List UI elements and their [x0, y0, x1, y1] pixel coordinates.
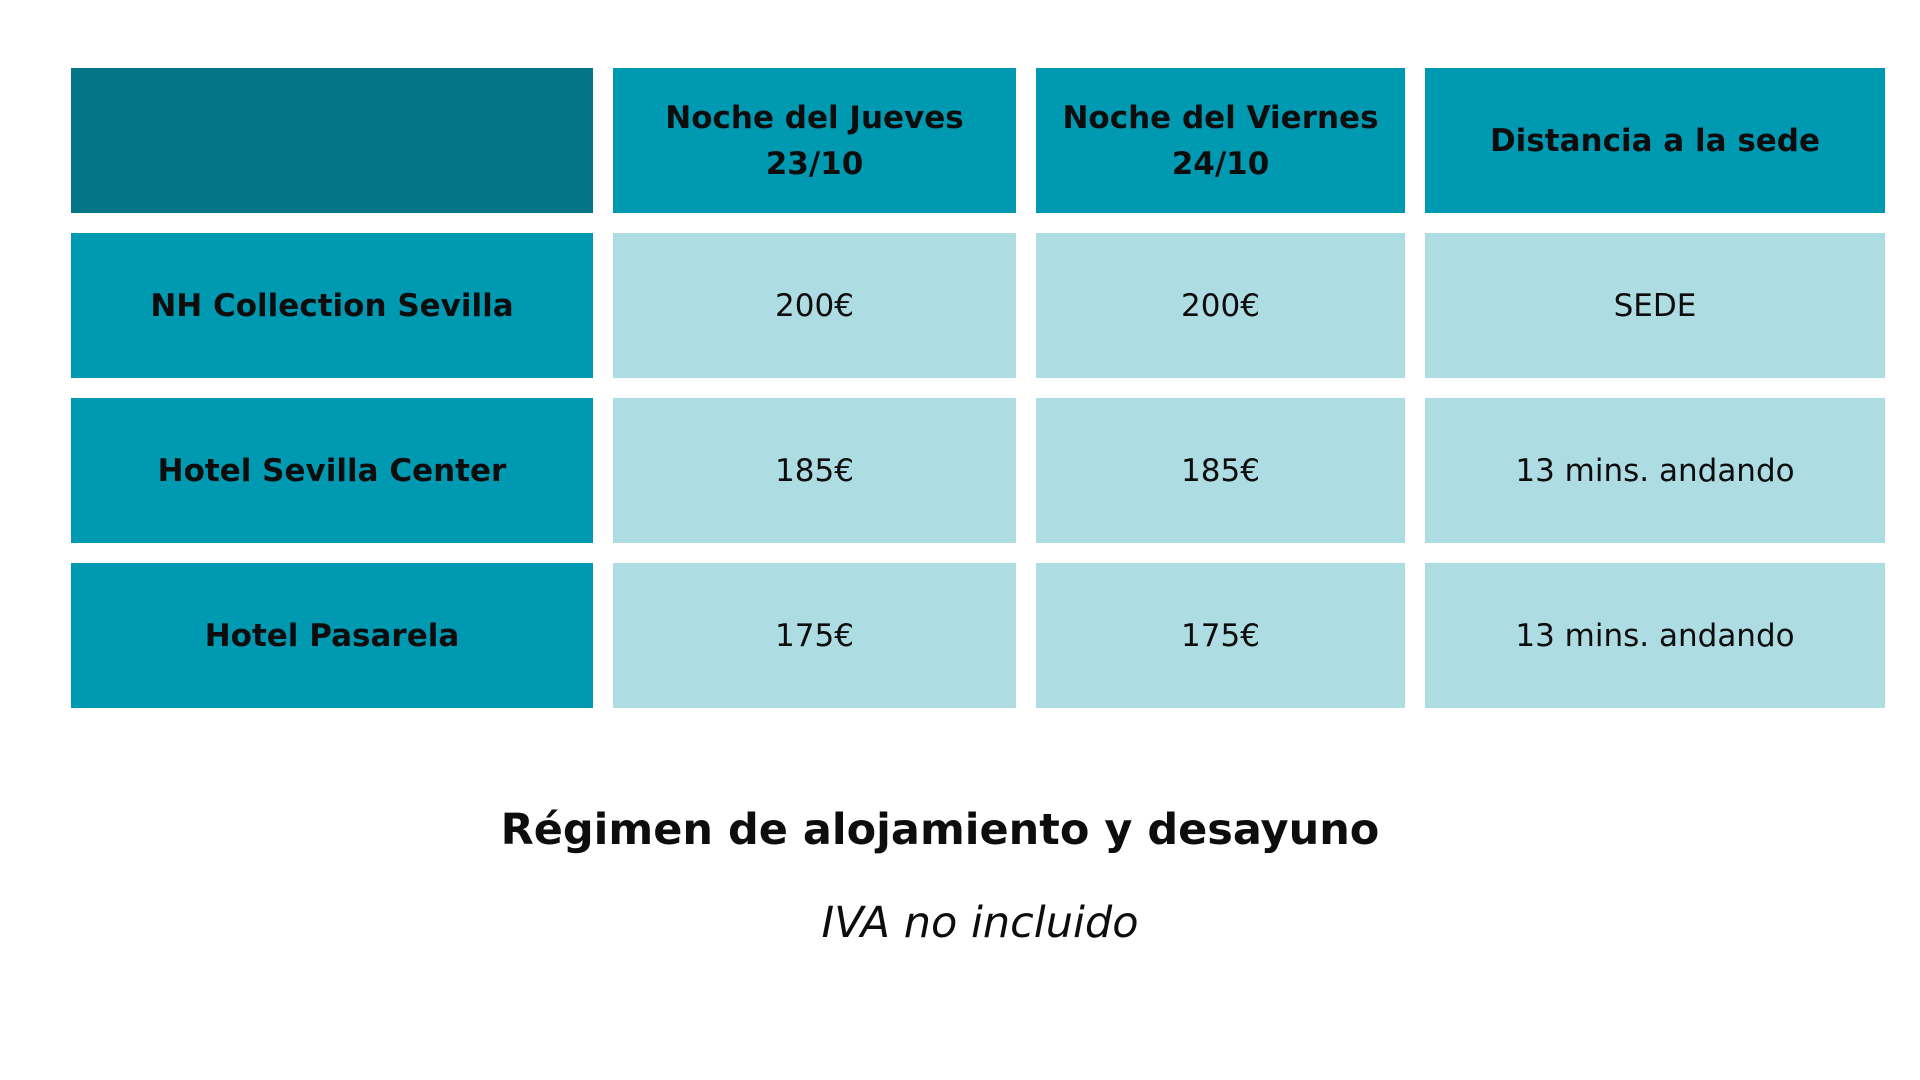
table-cell-viernes-price: 175€ [1036, 563, 1405, 708]
column-header-viernes-line1: Noche del Viernes [1062, 99, 1379, 136]
row-header-hotel: Hotel Sevilla Center [71, 398, 593, 543]
column-header-distancia-label: Distancia a la sede [1489, 122, 1821, 159]
row-header-hotel: NH Collection Sevilla [71, 233, 593, 378]
column-header-jueves-line1: Noche del Jueves [665, 99, 964, 136]
table-cell-jueves-price: 200€ [613, 233, 1016, 378]
table-cell-jueves-price: 175€ [613, 563, 1016, 708]
column-header-jueves: Noche del Jueves 23/10 [613, 68, 1016, 213]
table-cell-distancia: 13 mins. andando [1425, 563, 1885, 708]
vat-note: IVA no incluido [821, 898, 1139, 948]
table-cell-viernes-price: 200€ [1036, 233, 1405, 378]
table-cell-jueves-price: 185€ [613, 398, 1016, 543]
table-cell-distancia: 13 mins. andando [1425, 398, 1885, 543]
table-corner-cell [71, 68, 593, 213]
row-header-hotel: Hotel Pasarela [71, 563, 593, 708]
hotel-price-table: Noche del Jueves 23/10 Noche del Viernes… [71, 68, 1887, 708]
column-header-jueves-line2: 23/10 [765, 145, 864, 182]
column-header-viernes-line2: 24/10 [1171, 145, 1270, 182]
table-cell-viernes-price: 185€ [1036, 398, 1405, 543]
board-type-title: Régimen de alojamiento y desayuno [500, 805, 1380, 855]
column-header-distancia: Distancia a la sede [1425, 68, 1885, 213]
table-cell-distancia: SEDE [1425, 233, 1885, 378]
column-header-viernes: Noche del Viernes 24/10 [1036, 68, 1405, 213]
